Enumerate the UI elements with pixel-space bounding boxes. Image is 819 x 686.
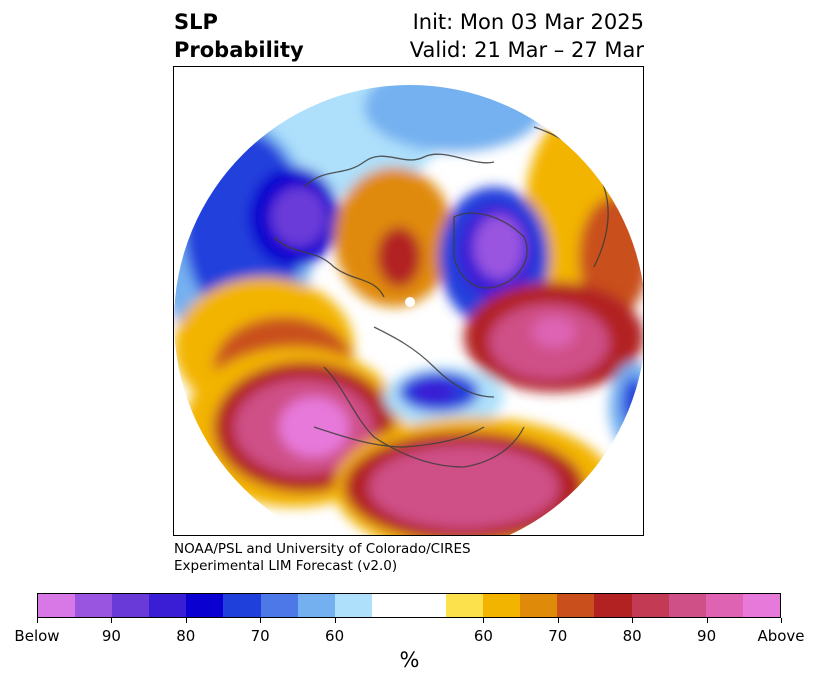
colorbar-segment bbox=[297, 594, 335, 617]
colorbar-segment bbox=[483, 594, 521, 617]
colorbar-tick-mark bbox=[483, 618, 485, 623]
colorbar-tick-label: 90 bbox=[697, 627, 717, 645]
colorbar-segment bbox=[260, 594, 298, 617]
colorbar-segment bbox=[520, 594, 558, 617]
colorbar-segment bbox=[186, 594, 224, 617]
title-variable-line2: Probability bbox=[174, 38, 304, 62]
title-variable: SLP Probability bbox=[174, 8, 304, 64]
colorbar-segment bbox=[705, 594, 743, 617]
colorbar-tick-mark bbox=[632, 618, 634, 623]
credit-line1: NOAA/PSL and University of Colorado/CIRE… bbox=[174, 541, 471, 557]
colorbar-segment bbox=[112, 594, 150, 617]
colorbar-tick-mark bbox=[706, 618, 708, 623]
valid-range: Valid: 21 Mar – 27 Mar bbox=[409, 38, 644, 62]
colorbar-tick-label: 80 bbox=[176, 627, 196, 645]
credit-text: NOAA/PSL and University of Colorado/CIRE… bbox=[174, 541, 471, 575]
probability-map-svg bbox=[174, 85, 643, 535]
colorbar-tick-mark bbox=[260, 618, 262, 623]
colorbar-tick-mark bbox=[37, 618, 38, 623]
colorbar-tick-label: 60 bbox=[325, 627, 345, 645]
colorbar-segment bbox=[742, 594, 780, 617]
colorbar-segment bbox=[38, 594, 76, 617]
colorbar-tick-mark bbox=[334, 618, 336, 623]
forecast-map bbox=[173, 66, 644, 536]
title-dates: Init: Mon 03 Mar 2025 Valid: 21 Mar – 27… bbox=[410, 8, 644, 64]
credit-line2: Experimental LIM Forecast (v2.0) bbox=[174, 558, 398, 574]
colorbar-segment bbox=[594, 594, 632, 617]
colorbar-tick-label: 60 bbox=[473, 627, 493, 645]
colorbar-segment bbox=[446, 594, 484, 617]
colorbar-segment bbox=[223, 594, 261, 617]
colorbar-segment bbox=[75, 594, 113, 617]
pole-marker bbox=[405, 297, 415, 307]
colorbar-tick-label: 70 bbox=[250, 627, 270, 645]
colorbar-tick-mark bbox=[781, 618, 782, 623]
colorbar-tick-mark bbox=[557, 618, 559, 623]
colorbar-tick-mark bbox=[111, 618, 113, 623]
colorbar-segment bbox=[557, 594, 595, 617]
colorbar-segment bbox=[668, 594, 706, 617]
colorbar-tick-mark bbox=[185, 618, 187, 623]
colorbar-tick-label: 80 bbox=[622, 627, 642, 645]
colorbar-segment bbox=[334, 594, 372, 617]
colorbar-unit: % bbox=[399, 648, 420, 672]
colorbar bbox=[37, 593, 781, 618]
colorbar-segment bbox=[408, 594, 447, 617]
colorbar-segment bbox=[149, 594, 187, 617]
colorbar-tick-label: Above bbox=[757, 627, 805, 645]
colorbar-segment bbox=[371, 594, 409, 617]
probability-field bbox=[174, 85, 643, 535]
title-variable-line1: SLP bbox=[174, 10, 218, 34]
colorbar-tick-label: Below bbox=[14, 627, 60, 645]
colorbar-tick-label: 70 bbox=[548, 627, 568, 645]
colorbar-segment bbox=[631, 594, 669, 617]
colorbar-tick-label: 90 bbox=[101, 627, 121, 645]
init-date: Init: Mon 03 Mar 2025 bbox=[412, 10, 644, 34]
